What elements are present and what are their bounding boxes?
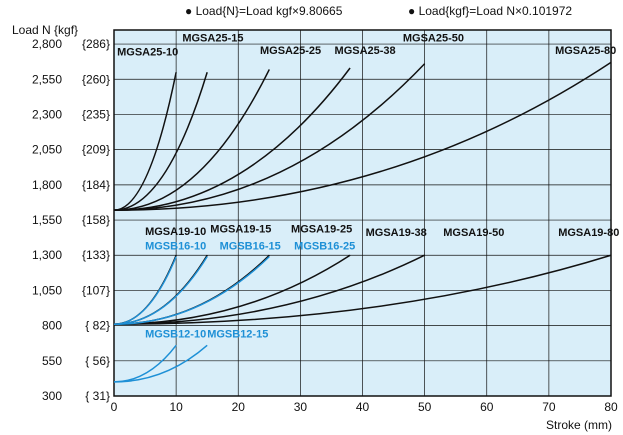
y-tick-kgf-label: {260} (82, 72, 110, 86)
series-label-mgsb16-25: MGSB16-25 (294, 241, 355, 253)
x-tick-label: 70 (542, 400, 556, 414)
y-tick-kgf-label: {133} (82, 248, 110, 262)
x-tick-label: 10 (169, 400, 183, 414)
series-label-mgsa25-50: MGSA25-50 (403, 32, 464, 44)
x-axis-label: Stroke (mm) (546, 418, 612, 432)
series-line-mgsa25-38 (113, 67, 351, 211)
y-tick-kgf-label: {158} (82, 213, 110, 227)
y-tick-label: 800 (42, 319, 62, 333)
series-line-mgsb12-15 (113, 344, 208, 383)
y-tick-label: 550 (42, 354, 62, 368)
series-line-mgsa25-25 (113, 69, 270, 211)
y-tick-label: 1,300 (32, 248, 62, 262)
series-label-mgsa19-10: MGSA19-10 (145, 226, 206, 238)
series-label-mgsa19-50: MGSA19-50 (443, 227, 504, 239)
series-layer (113, 61, 612, 383)
series-label-mgsa25-15: MGSA25-15 (182, 32, 243, 44)
series-label-mgsa25-38: MGSA25-38 (335, 45, 396, 57)
y-tick-kgf-label: {107} (82, 283, 110, 297)
y-tick-label: 1,050 (32, 283, 62, 297)
series-label-mgsa25-80: MGSA25-80 (555, 45, 616, 57)
y-tick-label: 2,300 (32, 107, 62, 121)
series-label-mgsb16-15: MGSB16-15 (220, 241, 281, 253)
series-label-mgsb12-10: MGSB12-10 (145, 329, 206, 341)
y-tick-label: 1,800 (32, 178, 62, 192)
series-label-mgsa19-80: MGSA19-80 (558, 227, 619, 239)
x-tick-label: 80 (604, 400, 618, 414)
x-tick-label: 50 (418, 400, 432, 414)
series-line-mgsa25-50 (113, 63, 426, 211)
series-line-mgsa25-15 (113, 72, 208, 211)
x-tick-labels: 0 10 20 30 40 50 60 70 80 (111, 400, 618, 414)
y-tick-kgf-label: {209} (82, 143, 110, 157)
x-tick-label: 40 (356, 400, 370, 414)
series-line-mgsb16-25 (113, 256, 270, 325)
series-labels: MGSA25-10 MGSA25-15 MGSA25-25 MGSA25-38 MGSA… (117, 32, 619, 340)
x-tick-label: 0 (111, 400, 118, 414)
x-tick-label: 20 (232, 400, 246, 414)
y-tick-label: 2,800 (32, 37, 62, 51)
series-line-mgsa25-10 (113, 72, 177, 211)
y-tick-kgf-label: {235} (82, 107, 110, 121)
y-tick-label: 300 (42, 389, 62, 403)
series-line-mgsa19-80 (113, 254, 612, 325)
conversion-note-1: ● Load{N}=Load kgf×9.80665 (185, 4, 343, 18)
y-tick-labels: 300 { 31} 550 { 56} 800 { 82} 1,050 {107} 1,300 {… (32, 37, 110, 403)
y-tick-kgf-label: {286} (82, 37, 110, 51)
series-label-mgsa19-25: MGSA19-25 (291, 224, 352, 236)
y-tick-label: 1,550 (32, 213, 62, 227)
y-tick-label: 2,050 (32, 143, 62, 157)
x-tick-label: 60 (480, 400, 494, 414)
series-line-mgsa19-50 (113, 254, 425, 325)
y-tick-label: 2,550 (32, 72, 62, 86)
series-label-mgsa25-25: MGSA25-25 (260, 45, 321, 57)
y-tick-kgf-label: {184} (82, 178, 110, 192)
series-label-mgsa25-10: MGSA25-10 (117, 46, 178, 58)
y-tick-kgf-label: { 31} (85, 389, 110, 403)
grid-lines (114, 30, 611, 397)
series-label-mgsb16-10: MGSB16-10 (145, 241, 206, 253)
series-label-mgsb12-15: MGSB12-15 (207, 329, 268, 341)
y-tick-kgf-label: { 56} (85, 354, 110, 368)
conversion-note-2: ● Load{kgf}=Load N×0.101972 (408, 4, 572, 18)
series-label-mgsa19-38: MGSA19-38 (366, 227, 427, 239)
y-axis-label: Load N {kgf} (12, 23, 78, 37)
series-line-mgsa25-80 (113, 61, 612, 211)
x-tick-label: 30 (294, 400, 308, 414)
series-label-mgsa19-15: MGSA19-15 (210, 224, 271, 236)
y-tick-kgf-label: { 82} (85, 319, 110, 333)
